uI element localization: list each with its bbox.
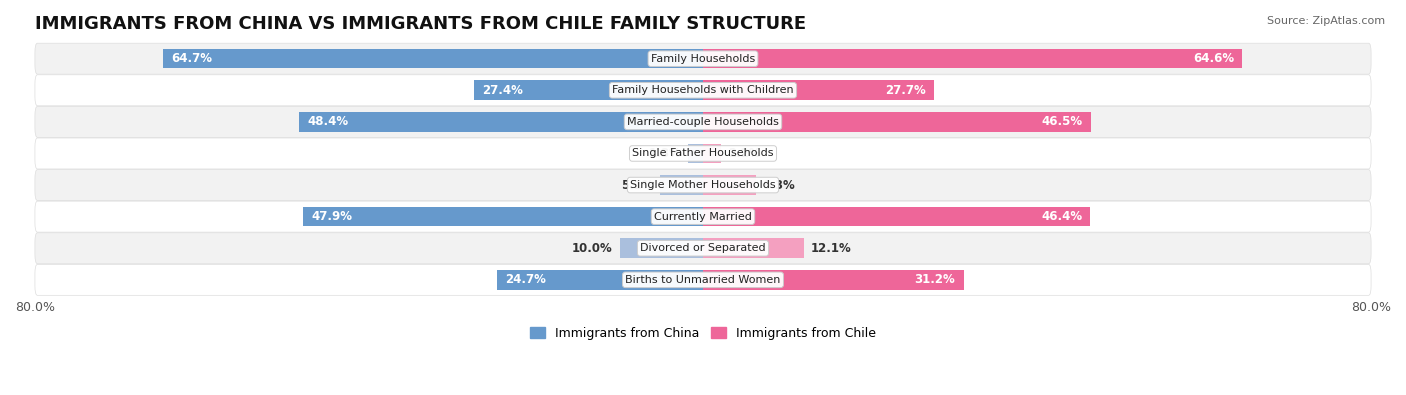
Text: 2.2%: 2.2%: [728, 147, 761, 160]
Bar: [703, 175, 755, 195]
Text: 24.7%: 24.7%: [505, 273, 546, 286]
Text: Source: ZipAtlas.com: Source: ZipAtlas.com: [1267, 16, 1385, 26]
FancyBboxPatch shape: [35, 138, 1371, 169]
Text: 5.1%: 5.1%: [621, 179, 654, 192]
Text: Single Mother Households: Single Mother Households: [630, 180, 776, 190]
Text: 31.2%: 31.2%: [914, 273, 955, 286]
Text: IMMIGRANTS FROM CHINA VS IMMIGRANTS FROM CHILE FAMILY STRUCTURE: IMMIGRANTS FROM CHINA VS IMMIGRANTS FROM…: [35, 15, 806, 33]
Text: 27.7%: 27.7%: [886, 84, 927, 97]
Text: Family Households: Family Households: [651, 54, 755, 64]
Bar: [299, 112, 703, 132]
Text: 48.4%: 48.4%: [307, 115, 349, 128]
Bar: [620, 239, 703, 258]
FancyBboxPatch shape: [35, 75, 1371, 106]
Text: 64.7%: 64.7%: [172, 52, 212, 65]
Bar: [703, 112, 1091, 132]
Bar: [496, 270, 703, 290]
FancyBboxPatch shape: [35, 169, 1371, 201]
FancyBboxPatch shape: [35, 233, 1371, 264]
Text: Married-couple Households: Married-couple Households: [627, 117, 779, 127]
Text: Currently Married: Currently Married: [654, 212, 752, 222]
FancyBboxPatch shape: [35, 264, 1371, 295]
Bar: [703, 270, 963, 290]
Text: 64.6%: 64.6%: [1192, 52, 1234, 65]
Text: 27.4%: 27.4%: [482, 84, 523, 97]
Bar: [703, 81, 935, 100]
Bar: [703, 49, 1243, 68]
Text: 6.3%: 6.3%: [762, 179, 794, 192]
Bar: [703, 144, 721, 163]
Bar: [703, 207, 1091, 226]
Bar: [661, 175, 703, 195]
Text: 46.5%: 46.5%: [1042, 115, 1083, 128]
Bar: [163, 49, 703, 68]
Text: Family Households with Children: Family Households with Children: [612, 85, 794, 95]
Bar: [688, 144, 703, 163]
Text: 12.1%: 12.1%: [811, 242, 852, 255]
Bar: [474, 81, 703, 100]
Text: 47.9%: 47.9%: [311, 210, 353, 223]
Text: Births to Unmarried Women: Births to Unmarried Women: [626, 275, 780, 285]
Legend: Immigrants from China, Immigrants from Chile: Immigrants from China, Immigrants from C…: [524, 322, 882, 345]
Text: 10.0%: 10.0%: [572, 242, 613, 255]
Bar: [304, 207, 703, 226]
Bar: [703, 239, 804, 258]
Text: Divorced or Separated: Divorced or Separated: [640, 243, 766, 253]
FancyBboxPatch shape: [35, 106, 1371, 137]
Text: 46.4%: 46.4%: [1040, 210, 1083, 223]
FancyBboxPatch shape: [35, 201, 1371, 232]
Text: Single Father Households: Single Father Households: [633, 149, 773, 158]
Text: 1.8%: 1.8%: [648, 147, 682, 160]
FancyBboxPatch shape: [35, 43, 1371, 74]
